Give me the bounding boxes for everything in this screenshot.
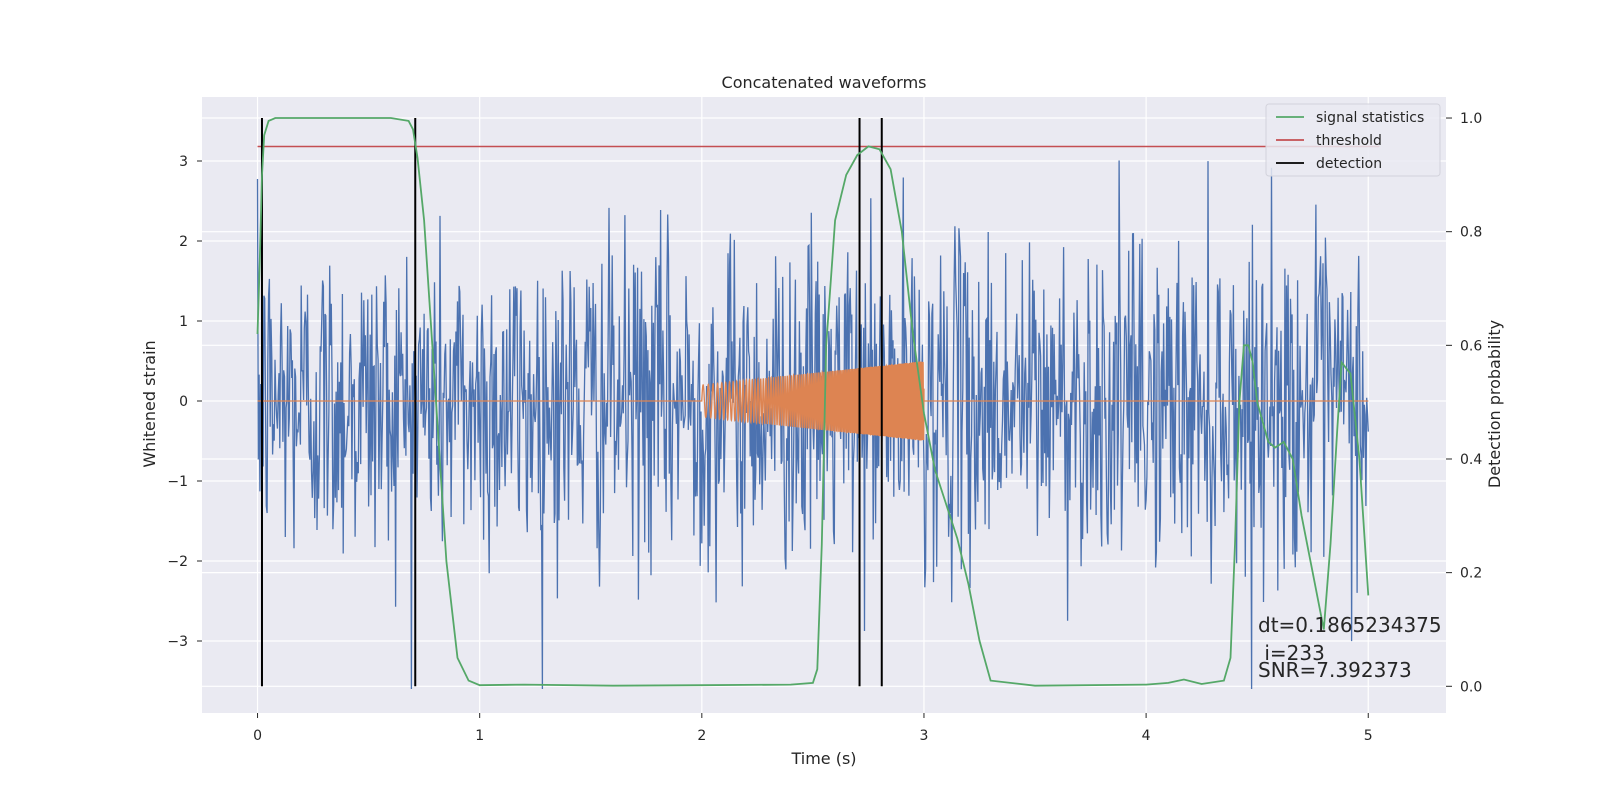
x-axis-ticks: 0 1 2 3 4 5: [253, 713, 1373, 744]
y-tick-label: −1: [167, 474, 188, 490]
legend-label-detection: detection: [1316, 156, 1382, 172]
x-tick-label: 1: [475, 728, 484, 744]
y-tick-label: 2: [179, 234, 188, 250]
annotation-index: i=233: [1258, 641, 1325, 665]
x-tick-label: 3: [920, 728, 929, 744]
y2-tick-label: 0.2: [1460, 566, 1482, 582]
y2-axis-ticks: 0.0 0.2 0.4 0.6 0.8 1.0: [1446, 111, 1482, 695]
chart-title: Concatenated waveforms: [722, 73, 927, 92]
y-tick-label: 0: [179, 394, 188, 410]
y-tick-label: −3: [167, 634, 188, 650]
legend: signal statistics threshold detection: [1265, 103, 1441, 177]
y2-tick-label: 1.0: [1460, 111, 1482, 127]
x-tick-label: 5: [1364, 728, 1373, 744]
y-tick-label: 1: [179, 314, 188, 330]
y2-tick-label: 0.6: [1460, 338, 1482, 354]
x-tick-label: 2: [697, 728, 706, 744]
x-tick-label: 4: [1142, 728, 1151, 744]
annotation-dt: dt=0.1865234375: [1258, 613, 1442, 637]
injection-series-line: [257, 361, 1369, 441]
y-tick-label: −2: [167, 554, 188, 570]
annotation-snr: SNR=7.392373: [1258, 658, 1412, 682]
signal-statistics-line: [256, 117, 1370, 687]
y-tick-label: 3: [179, 154, 188, 170]
y2-tick-label: 0.4: [1460, 452, 1482, 468]
detection-lines: [260, 118, 883, 687]
legend-box: [1265, 103, 1441, 177]
x-axis-label: Time (s): [790, 749, 856, 768]
y2-tick-label: 0.0: [1460, 679, 1482, 695]
x-tick-label: 0: [253, 728, 262, 744]
legend-label-signal-statistics: signal statistics: [1316, 110, 1424, 126]
y2-axis-label: Detection probability: [1485, 320, 1504, 488]
y2-tick-label: 0.8: [1460, 225, 1482, 241]
legend-label-threshold: threshold: [1316, 133, 1382, 149]
y-axis-label: Whitened strain: [140, 340, 159, 467]
grid: [202, 97, 1446, 713]
y-axis-ticks: −3 −2 −1 0 1 2 3: [167, 154, 202, 650]
